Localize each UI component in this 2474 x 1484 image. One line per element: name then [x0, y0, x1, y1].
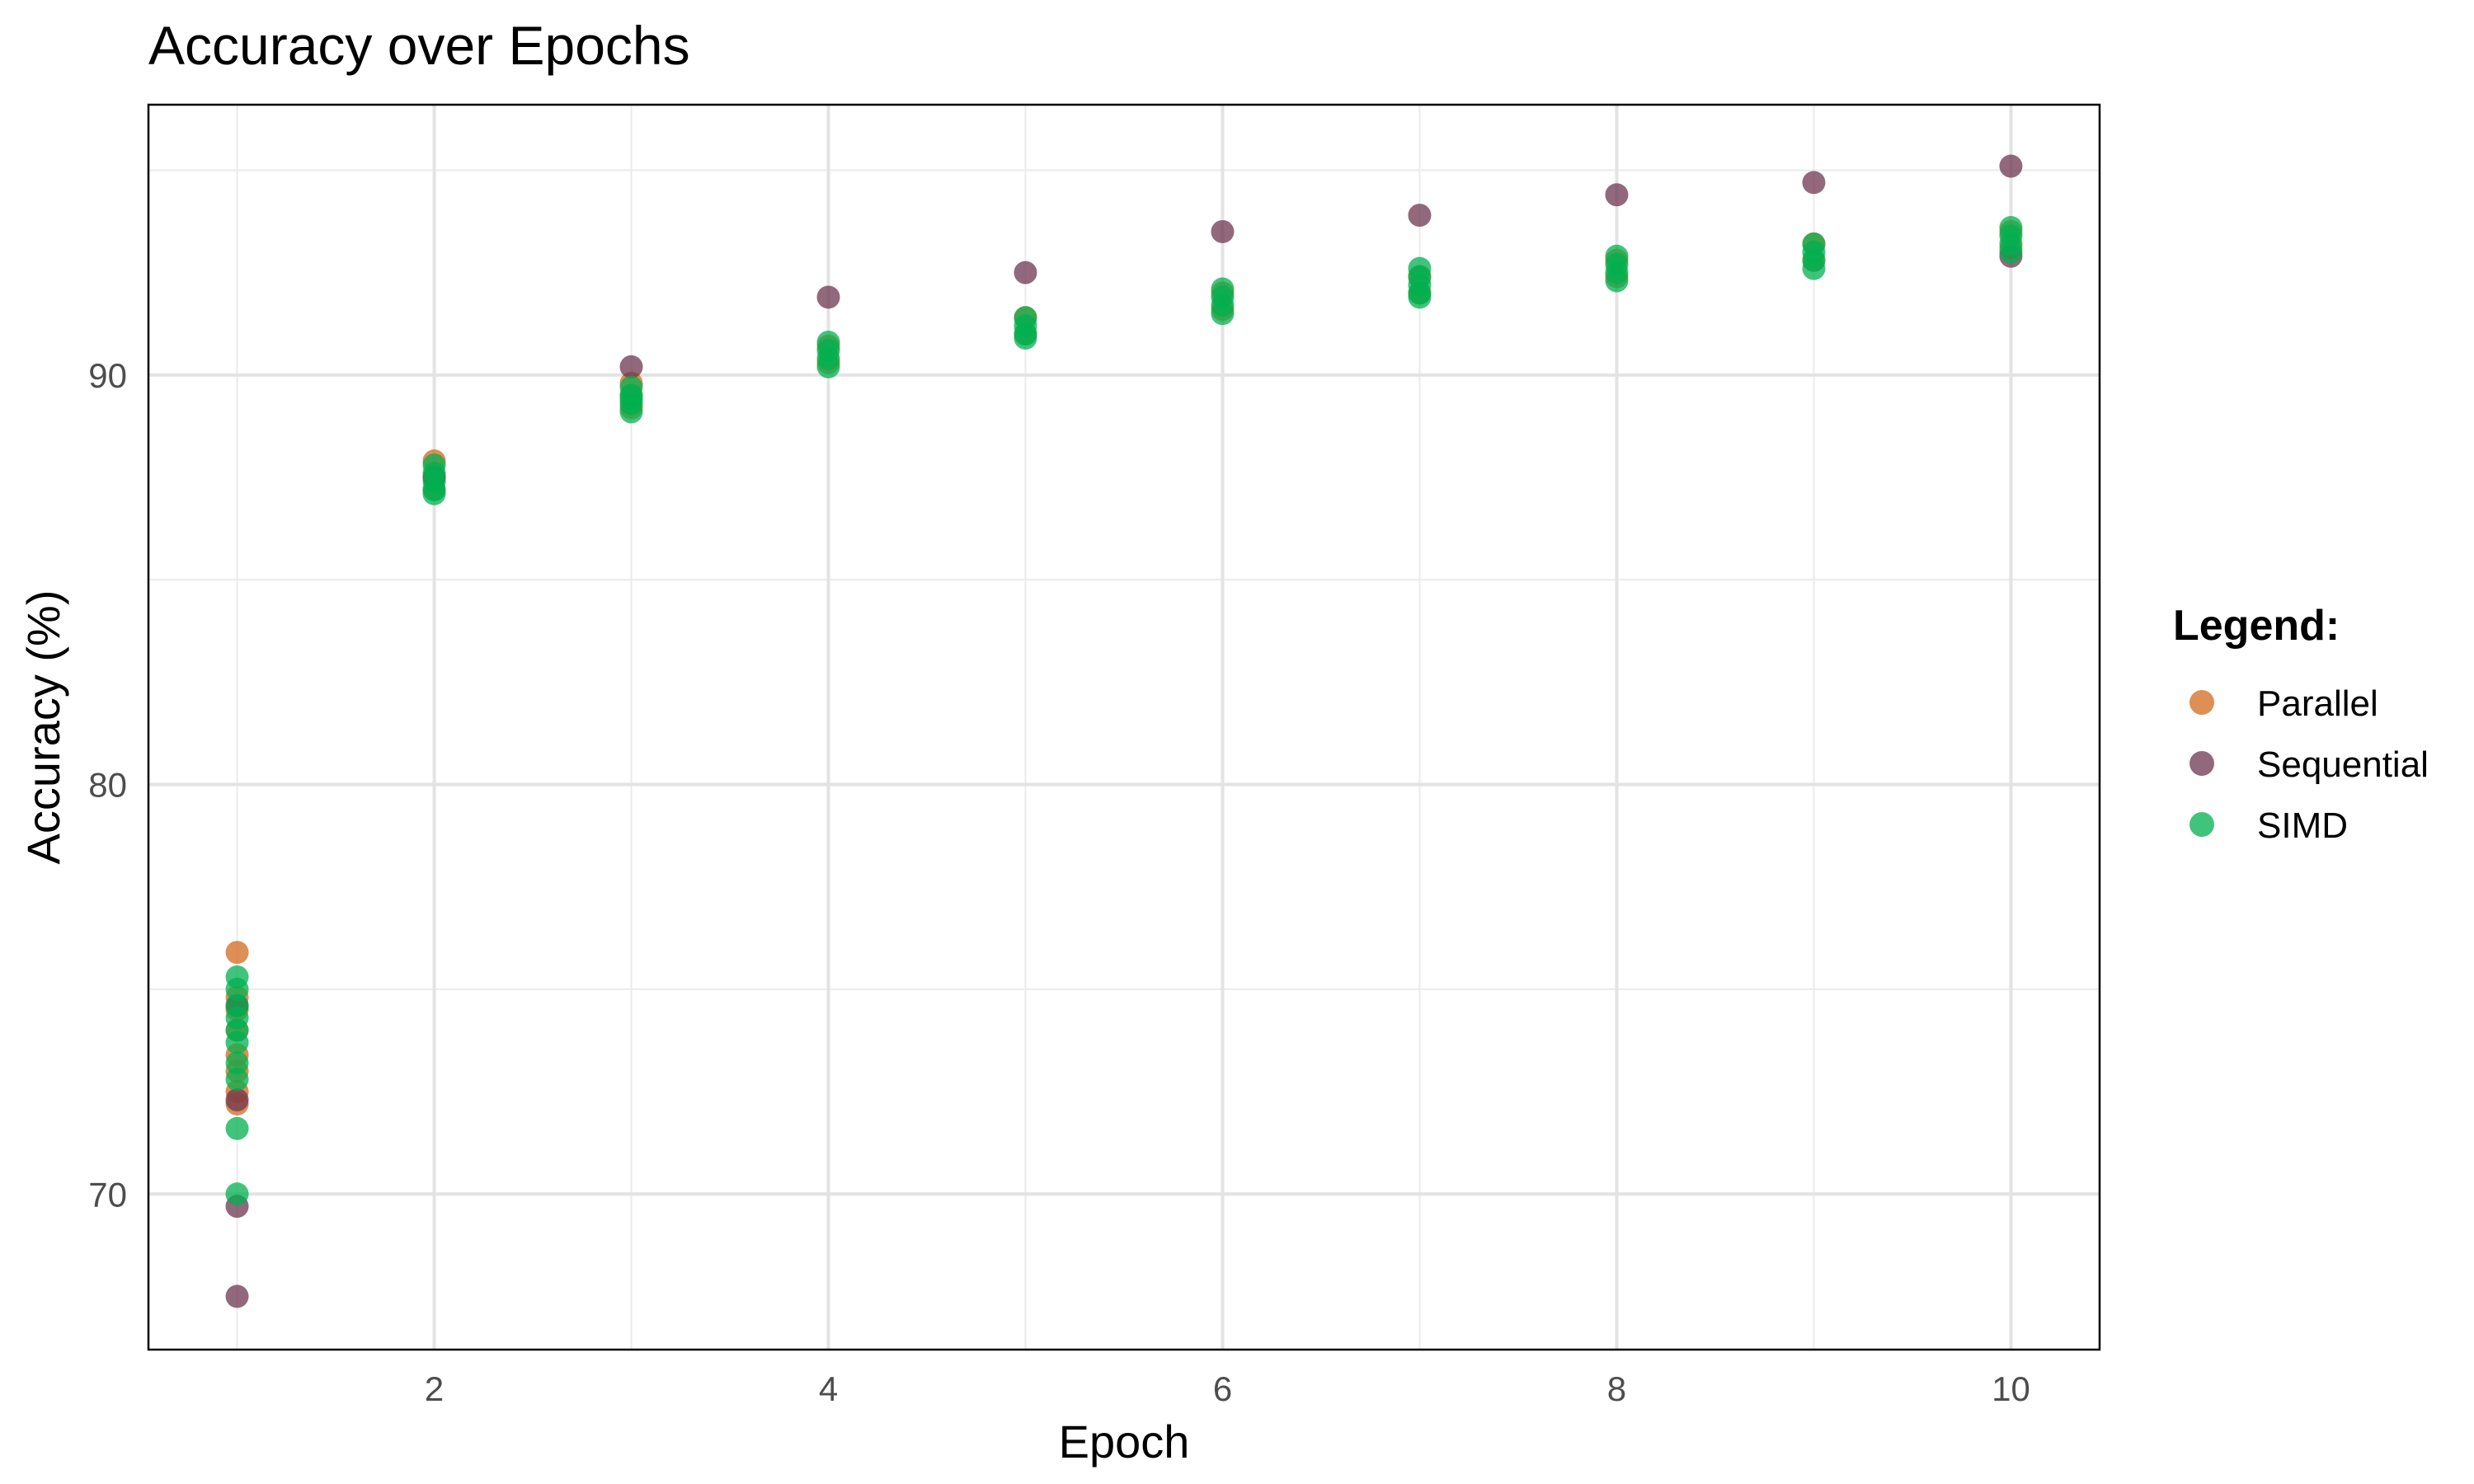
point-sequential [225, 1284, 249, 1308]
point-simd [422, 481, 446, 505]
point-simd [225, 993, 249, 1017]
point-simd [225, 1116, 249, 1140]
point-simd [225, 1031, 249, 1054]
legend-label-parallel: Parallel [2257, 683, 2378, 724]
x-axis-ticks: 2 4 6 8 10 [425, 1369, 2030, 1408]
y-tick-label: 80 [88, 766, 127, 805]
x-tick-label: 2 [425, 1369, 444, 1408]
point-simd [1999, 240, 2023, 264]
legend-key-parallel [2189, 690, 2214, 715]
point-simd [1605, 269, 1629, 293]
point-sequential [1802, 171, 1826, 195]
point-simd [816, 355, 840, 378]
y-axis-title: Accuracy (%) [17, 590, 69, 865]
point-sequential [816, 285, 840, 309]
y-tick-label: 70 [88, 1175, 127, 1214]
point-simd [225, 1182, 249, 1206]
point-sequential [619, 355, 643, 378]
plot-panel-border [147, 103, 2101, 1351]
x-tick-label: 4 [819, 1369, 838, 1408]
point-simd [225, 1068, 249, 1092]
x-tick-label: 8 [1607, 1369, 1626, 1408]
point-parallel [225, 941, 249, 965]
point-sequential [1211, 219, 1235, 243]
chart-title: Accuracy over Epochs [148, 15, 690, 76]
point-simd [225, 1051, 249, 1075]
legend-label-sequential: Sequential [2257, 744, 2429, 785]
y-axis-ticks: 70 80 90 [88, 356, 127, 1214]
data-points [225, 154, 2023, 1308]
point-sequential [1408, 204, 1432, 228]
x-axis-title: Epoch [1059, 1416, 1190, 1468]
y-tick-label: 90 [88, 356, 127, 395]
x-tick-label: 6 [1213, 1369, 1232, 1408]
legend-key-sequential [2189, 751, 2214, 776]
legend-key-simd [2189, 812, 2214, 837]
major-gridlines [148, 105, 2100, 1350]
legend: Legend: Parallel Sequential SIMD [2173, 602, 2429, 846]
x-tick-label: 10 [1992, 1369, 2030, 1408]
point-simd [1408, 285, 1432, 309]
minor-gridlines [148, 105, 2100, 1350]
point-simd [1211, 302, 1235, 326]
point-simd [619, 387, 643, 411]
legend-label-simd: SIMD [2257, 805, 2348, 846]
point-sequential [1605, 183, 1629, 207]
point-sequential [225, 1088, 249, 1112]
point-simd [1802, 256, 1826, 280]
point-sequential [1014, 261, 1037, 284]
point-sequential [1999, 154, 2023, 178]
legend-title: Legend: [2173, 602, 2340, 650]
point-simd [225, 977, 249, 1001]
point-simd [1014, 326, 1037, 350]
